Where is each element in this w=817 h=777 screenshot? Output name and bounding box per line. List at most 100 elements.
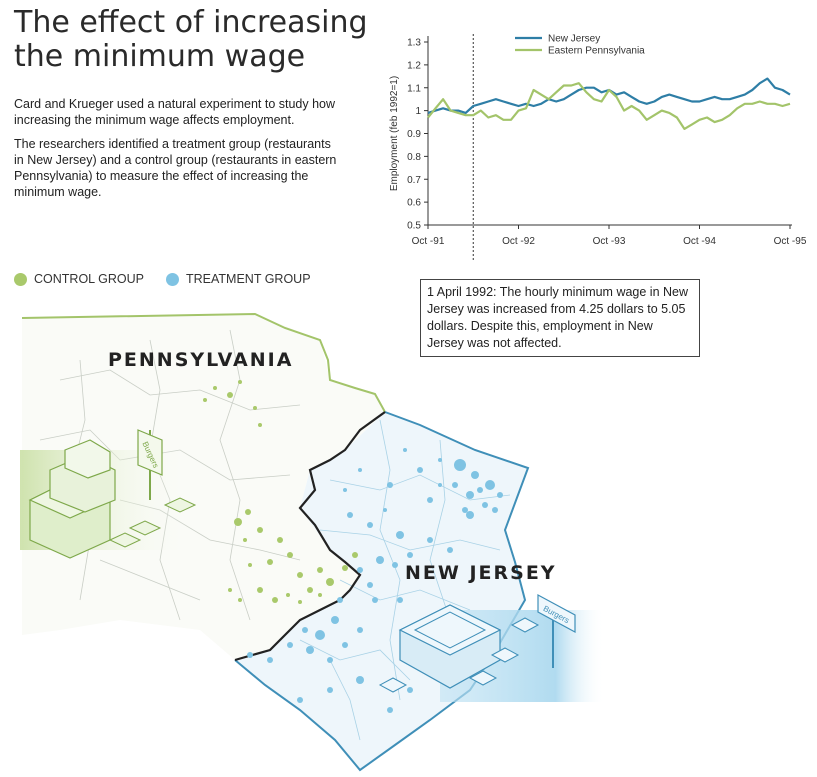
treatment-restaurant-dot (407, 552, 413, 558)
x-tick-label: Oct -94 (683, 236, 716, 247)
control-restaurant-dot (352, 552, 358, 558)
treatment-restaurant-dot (372, 597, 378, 603)
delaware-river-border (234, 411, 386, 662)
treatment-restaurant-dot (497, 492, 503, 498)
treatment-restaurant-dot (356, 676, 364, 684)
intro-paragraph: The researchers identified a treatment g… (14, 137, 337, 199)
control-restaurant-dot (258, 423, 262, 427)
pa-restaurant-illustration: Burgers (20, 429, 200, 559)
control-restaurant-dot (342, 565, 348, 571)
treatment-restaurant-dot (427, 497, 433, 503)
treatment-restaurant-dot (466, 511, 474, 519)
pennsylvania-label: PENNSYLVANIA (108, 349, 293, 371)
control-restaurant-dot (267, 559, 273, 565)
control-restaurant-dot (238, 598, 242, 602)
treatment-restaurant-dot (427, 537, 433, 543)
control-restaurant-dot (326, 578, 334, 586)
treatment-restaurant-dot (438, 458, 442, 462)
control-restaurant-dot (238, 380, 242, 384)
treatment-restaurant-dot (447, 547, 453, 553)
employment-line-chart: 0.5 0.6 0.7 0.8 0.9 1 1.1 1.2 1.3 Oct -91 Oct -92 O… (389, 34, 807, 260)
treatment-restaurant-dot (417, 467, 423, 473)
treatment-restaurant-dot (396, 531, 404, 539)
legend-control: CONTROL GROUP (14, 272, 144, 286)
control-restaurant-dot (203, 398, 207, 402)
treatment-restaurant-dot (485, 480, 495, 490)
control-restaurant-dot (257, 527, 263, 533)
pa-cars-icon (108, 497, 197, 548)
chart-series (427, 77, 791, 131)
treatment-restaurant-dot (462, 507, 468, 513)
treatment-restaurant-dot (376, 556, 384, 564)
control-restaurant-dot (228, 588, 232, 592)
chart-axes: 0.5 0.6 0.7 0.8 0.9 1 1.1 1.2 1.3 Oct -91 Oct -92 O… (389, 34, 807, 260)
control-restaurant-dot (245, 509, 251, 515)
treatment-restaurant-dot (392, 562, 398, 568)
restaurant-dots (203, 380, 503, 713)
treatment-restaurant-dot (247, 652, 253, 658)
control-restaurant-dot (286, 593, 290, 597)
control-restaurant-dot (234, 518, 242, 526)
legend-treatment-label: TREATMENT GROUP (186, 272, 311, 286)
treatment-restaurant-dot (383, 508, 387, 512)
legend-label: New Jersey (548, 34, 600, 45)
pa-nj-map: Burgers Burgers PENNSYLVANIA NEW JERSEY (20, 312, 605, 772)
y-tick-label: 1.2 (407, 60, 421, 71)
treatment-restaurant-dot (466, 491, 474, 499)
nj-cars-icon (378, 617, 540, 693)
y-tick-label: 0.5 (407, 221, 421, 232)
control-restaurant-dot (287, 552, 293, 558)
treatment-restaurant-dot (492, 507, 498, 513)
treatment-restaurant-dot (407, 687, 413, 693)
y-tick-label: 1.3 (407, 38, 421, 49)
treatment-restaurant-dot (267, 657, 273, 663)
treatment-restaurant-dot (306, 646, 314, 654)
control-dot-icon (14, 272, 27, 286)
treatment-restaurant-dot (438, 483, 442, 487)
y-tick-label: 1 (415, 106, 421, 117)
control-restaurant-dot (243, 538, 247, 542)
nj-restaurant-illustration: Burgers (378, 593, 605, 702)
x-tick-label: Oct -91 (412, 236, 445, 247)
control-restaurant-dot (248, 563, 252, 567)
treatment-restaurant-dot (331, 616, 339, 624)
treatment-restaurant-dot (327, 687, 333, 693)
control-restaurant-dot (272, 597, 278, 603)
new-jersey-label: NEW JERSEY (405, 562, 557, 584)
y-tick-label: 0.6 (407, 198, 421, 209)
pennsylvania-border (21, 312, 386, 413)
y-tick-label: 0.8 (407, 152, 421, 163)
treatment-restaurant-dot (297, 697, 303, 703)
treatment-restaurant-dot (482, 502, 488, 508)
x-tick-label: Oct -95 (774, 236, 807, 247)
treatment-restaurant-dot (367, 582, 373, 588)
y-axis-label: Employment (feb 1992=1) (389, 76, 400, 191)
treatment-restaurant-dot (343, 488, 347, 492)
treatment-restaurant-dot (302, 627, 308, 633)
nj-county-lines (299, 419, 511, 741)
control-restaurant-dot (213, 386, 217, 390)
control-restaurant-dot (277, 537, 283, 543)
intro-paragraph: Card and Krueger used a natural experime… (14, 97, 336, 127)
control-restaurant-dot (317, 567, 323, 573)
control-restaurant-dot (307, 587, 313, 593)
treatment-restaurant-dot (477, 487, 483, 493)
x-tick-label: Oct -92 (502, 236, 535, 247)
treatment-restaurant-dot (454, 459, 466, 471)
treatment-restaurant-dot (347, 512, 353, 518)
treatment-restaurant-dot (471, 471, 479, 479)
series-line-eastern-pennsylvania (427, 82, 791, 131)
control-restaurant-dot (298, 600, 302, 604)
treatment-restaurant-dot (387, 707, 393, 713)
event-annotation: 1 April 1992: The hourly minimum wage in… (420, 279, 700, 357)
treatment-restaurant-dot (358, 468, 362, 472)
y-tick-label: 1.1 (407, 83, 421, 94)
treatment-restaurant-dot (403, 448, 407, 452)
intro-text: Card and Krueger used a natural experime… (14, 96, 344, 208)
treatment-restaurant-dot (367, 522, 373, 528)
treatment-restaurant-dot (342, 642, 348, 648)
treatment-restaurant-dot (327, 657, 333, 663)
treatment-restaurant-dot (397, 597, 403, 603)
y-tick-label: 0.7 (407, 175, 421, 186)
